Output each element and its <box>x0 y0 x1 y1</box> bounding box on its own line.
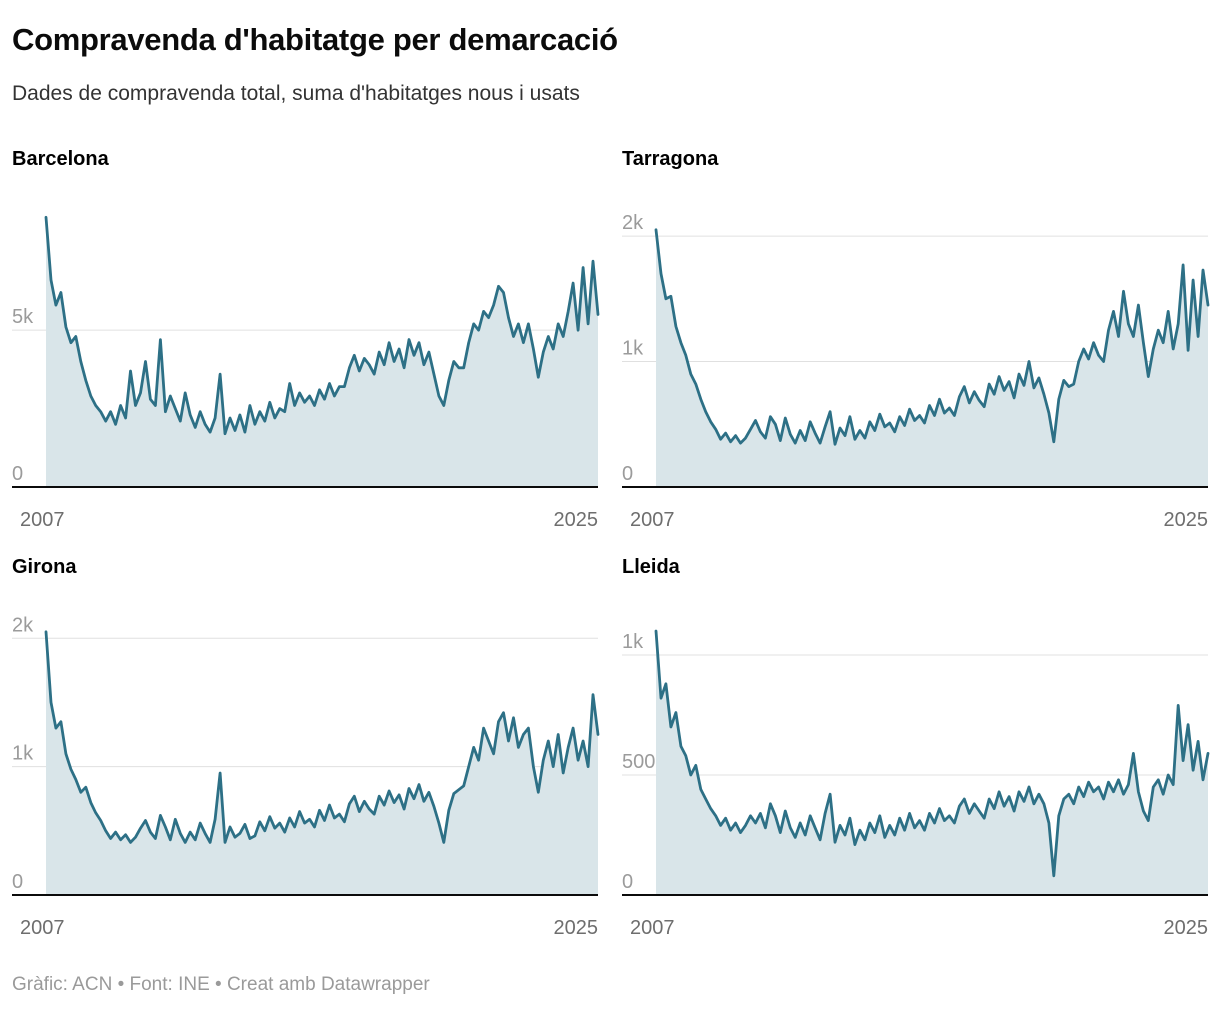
y-tick-label-1k: 1k <box>12 743 34 765</box>
x-axis-labels: 2007 2025 <box>622 917 1208 940</box>
small-multiples-grid: Barcelona 0 5k 2007 2025 Tarragona 0 1k 2k … <box>12 148 1210 940</box>
y-tick-label-5k: 5k <box>12 306 34 328</box>
chart-title: Barcelona <box>12 148 109 170</box>
y-tick-label-1k: 1k <box>622 631 644 653</box>
y-tick-label-0: 0 <box>12 871 23 893</box>
y-tick-labels: 0 5k <box>12 306 34 485</box>
y-tick-label-2k: 2k <box>622 212 644 234</box>
trend-line <box>654 228 1210 446</box>
x-tick-first: 2007 <box>630 509 675 531</box>
gridlines <box>622 654 1208 776</box>
x-axis-labels: 2007 2025 <box>622 509 1208 532</box>
y-tick-labels: 0 500 1k <box>622 631 655 893</box>
x-tick-last: 2025 <box>1163 917 1209 939</box>
x-axis-labels: 2007 2025 <box>12 917 598 940</box>
chart-panel-lleida: Lleida 0 500 1k 2007 2025 <box>622 556 1210 940</box>
y-tick-label-0: 0 <box>12 463 23 485</box>
area-fill <box>656 229 1208 488</box>
y-tick-labels: 0 1k 2k <box>12 614 34 893</box>
trend-line <box>44 215 600 436</box>
chart-plot-area: 0 1k 2k <box>622 212 1210 488</box>
y-tick-label-0: 0 <box>622 463 633 485</box>
x-axis-labels: 2007 2025 <box>12 509 598 532</box>
chart-title: Girona <box>12 556 77 578</box>
trend-line <box>44 630 600 844</box>
y-tick-label-0: 0 <box>622 871 633 893</box>
y-tick-label-2k: 2k <box>12 614 34 636</box>
chart-plot-area: 0 500 1k <box>622 629 1210 896</box>
chart-plot-area: 0 1k 2k <box>12 614 600 896</box>
chart-title: Tarragona <box>622 148 719 170</box>
x-tick-first: 2007 <box>630 917 675 939</box>
chart-panel-girona: Girona 0 1k 2k 2007 2025 <box>12 556 600 940</box>
page-title: Compravenda d'habitatge per demarcació <box>12 22 618 57</box>
y-tick-label-1k: 1k <box>622 338 644 360</box>
trend-line <box>654 629 1210 878</box>
credit-line: Gràfic: ACN • Font: INE • Creat amb Data… <box>12 974 430 995</box>
x-tick-last: 2025 <box>553 917 599 939</box>
x-tick-first: 2007 <box>20 917 65 939</box>
chart-plot-area: 0 5k <box>12 215 600 488</box>
x-tick-first: 2007 <box>20 509 65 531</box>
area-fill <box>46 631 598 895</box>
y-tick-label-500: 500 <box>622 751 655 773</box>
page-subtitle: Dades de compravenda total, suma d'habit… <box>12 82 580 105</box>
chart-panel-barcelona: Barcelona 0 5k 2007 2025 <box>12 148 600 532</box>
x-tick-last: 2025 <box>1163 509 1209 531</box>
x-tick-last: 2025 <box>553 509 599 531</box>
chart-panel-tarragona: Tarragona 0 1k 2k 2007 2025 <box>622 148 1210 532</box>
y-tick-labels: 0 1k 2k <box>622 212 644 485</box>
area-fill <box>46 217 598 488</box>
chart-title: Lleida <box>622 556 680 578</box>
area-fill <box>656 631 1208 895</box>
